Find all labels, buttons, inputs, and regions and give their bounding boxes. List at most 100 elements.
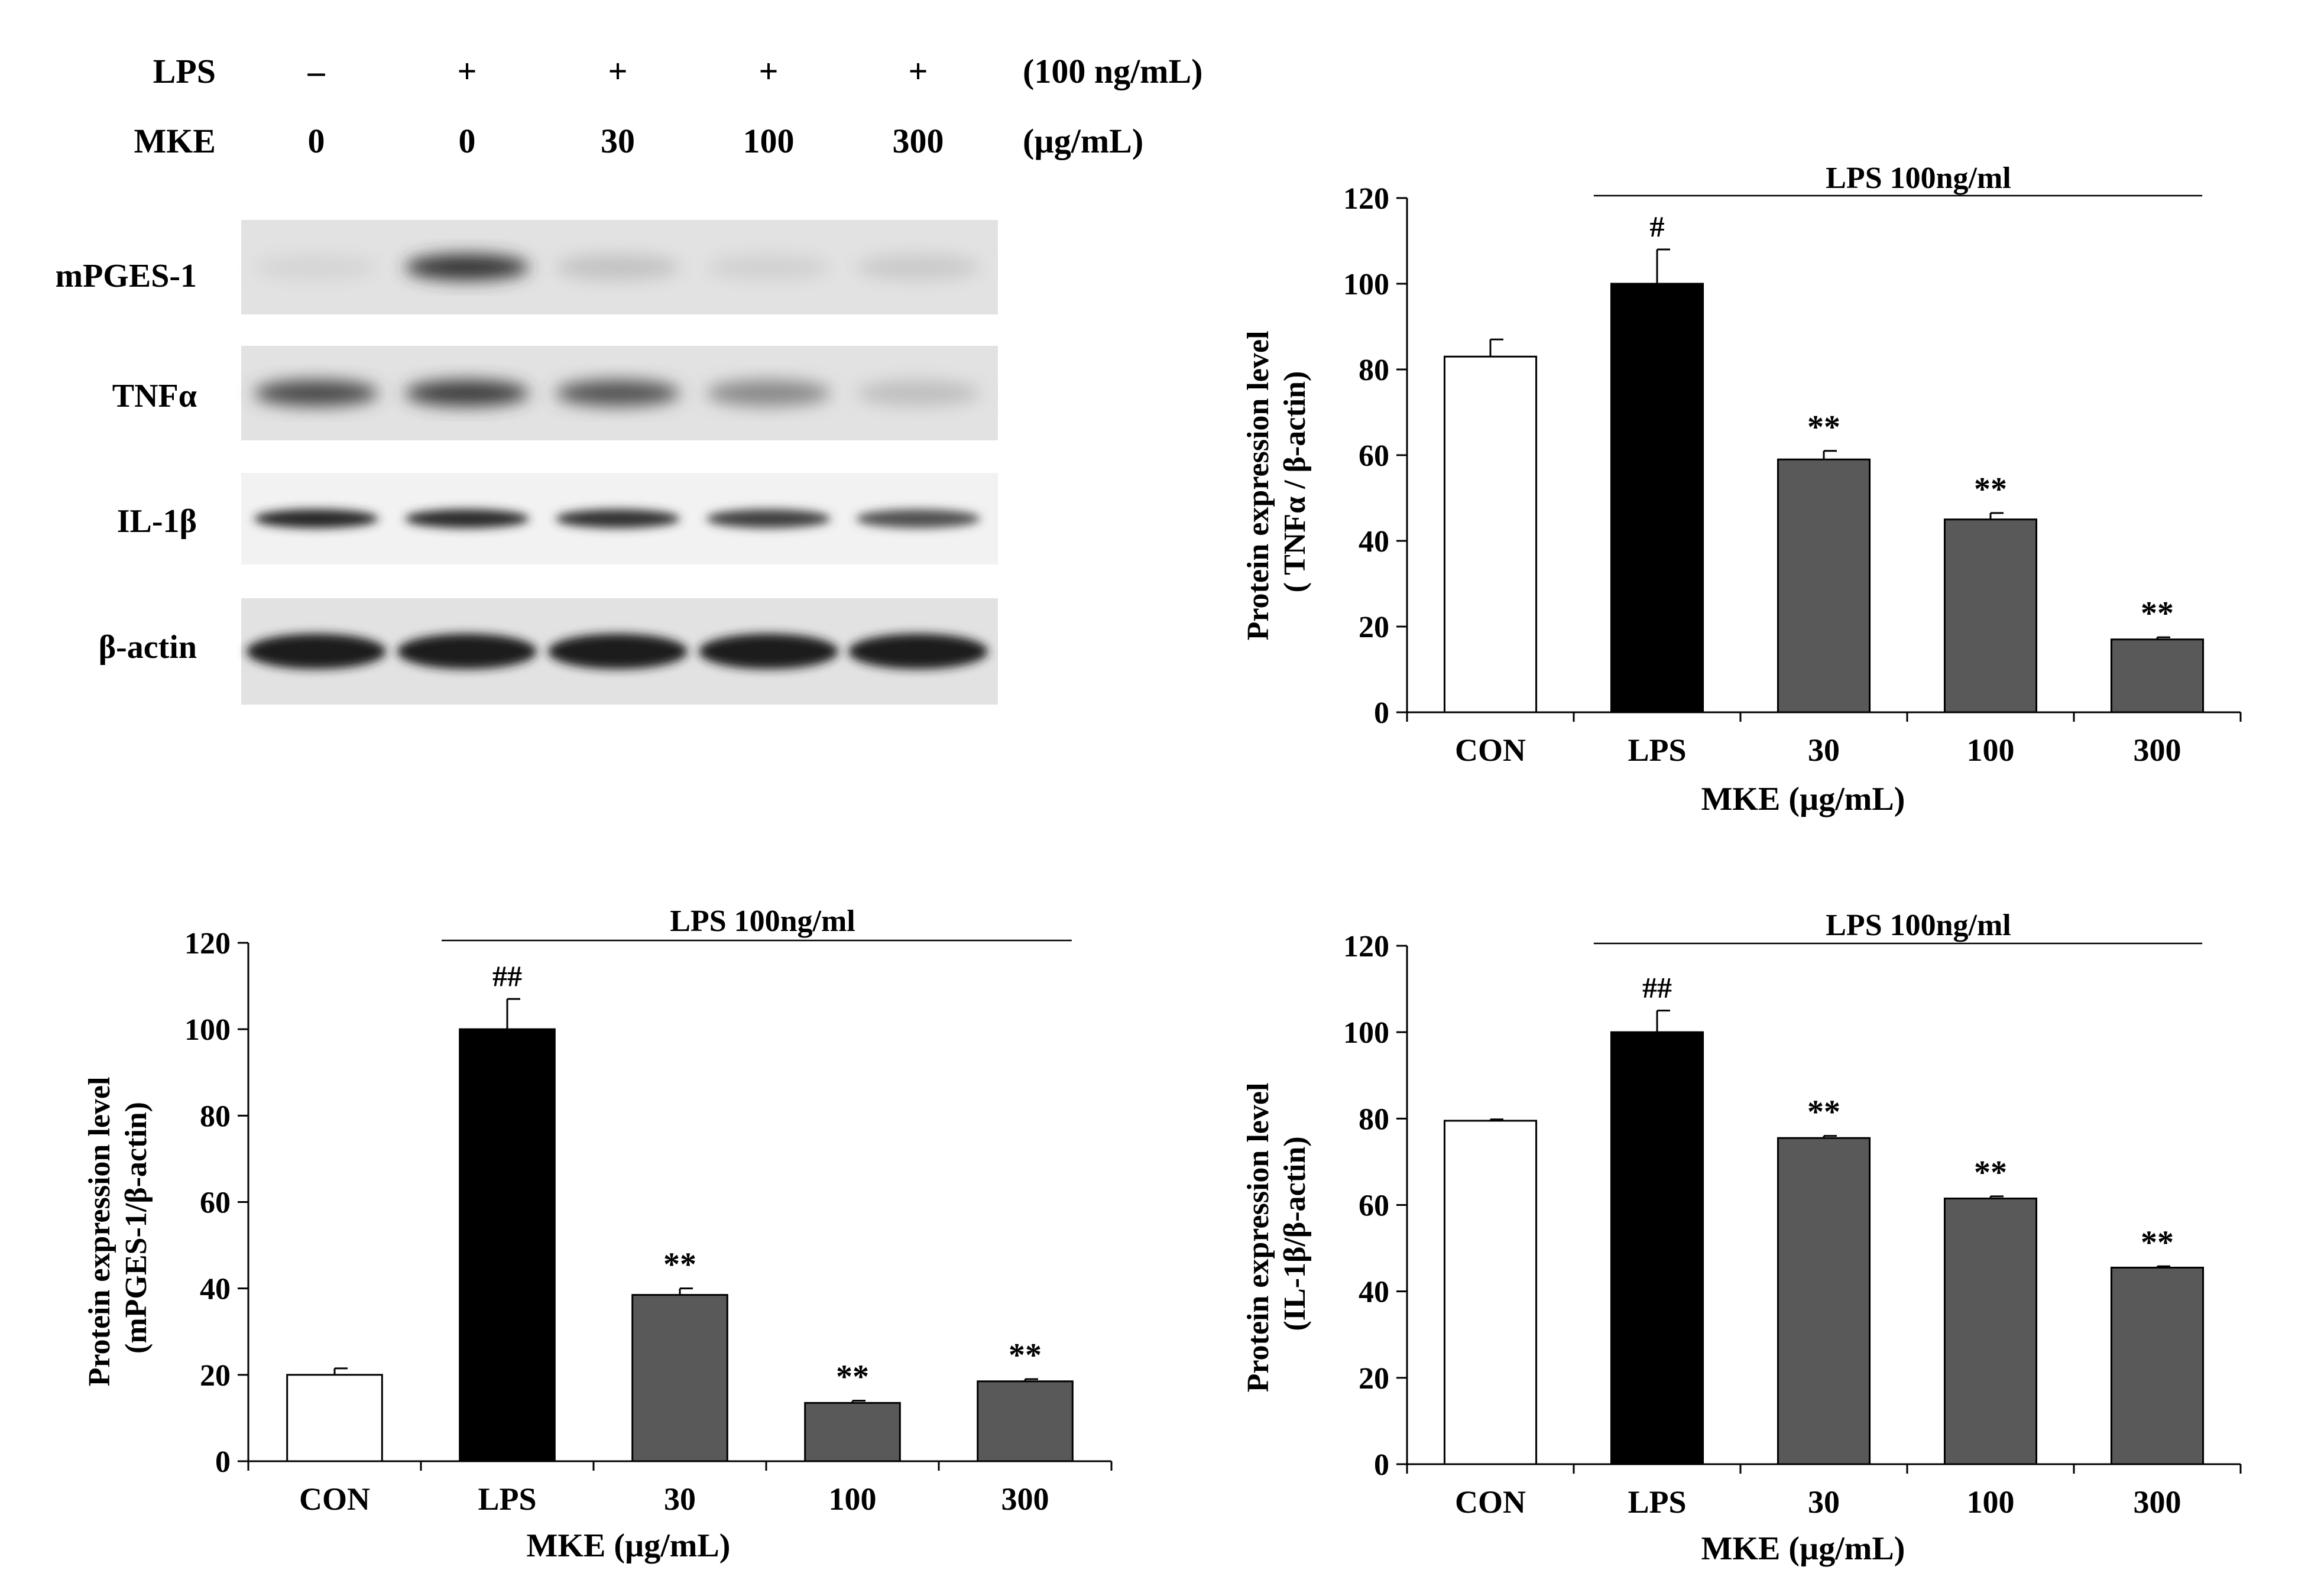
il1-significance-lps: ## — [1642, 971, 1672, 1004]
tnf-significance-lps: # — [1650, 210, 1665, 243]
mpges-y-axis-title-line1: Protein expression level — [83, 1077, 116, 1387]
mpges-x-tick-label-100: 100 — [829, 1481, 877, 1517]
lps-row-label: LPS — [153, 52, 216, 90]
blot-band-mpges1-lane-1 — [254, 254, 378, 280]
blot-band-beta-actin-lane-1 — [247, 634, 386, 669]
mpges-y-tick-label: 120 — [184, 927, 231, 961]
il1-y-tick-label: 80 — [1359, 1102, 1389, 1136]
blot-band-beta-actin-lane-3 — [548, 634, 688, 669]
mpges-y-axis-title: Protein expression level (mPGES-1/β-acti… — [83, 1069, 153, 1387]
tnf-y-tick-label: 120 — [1343, 182, 1389, 216]
il1-significance-300: ** — [2141, 1224, 2174, 1261]
mpges-bar-300 — [977, 1380, 1074, 1462]
mpges-x-axis-title: MKE (µg/mL) — [527, 1527, 731, 1564]
mpges-bar-100 — [804, 1402, 901, 1462]
il1-bar-con — [1443, 1120, 1538, 1465]
blot-band-il1b-lane-3 — [556, 509, 680, 528]
blot-band-il1b-lane-5 — [856, 509, 980, 528]
il1-y-axis-title-line1: Protein expression level — [1241, 1083, 1275, 1393]
il1-bar-30 — [1777, 1137, 1871, 1465]
il1-x-tick-label-300: 300 — [2134, 1484, 2181, 1520]
mpges-significance-100: ** — [836, 1359, 869, 1396]
mpges-bar-lps — [459, 1028, 556, 1462]
blot-band-beta-actin-lane-2 — [397, 634, 537, 669]
blot-band-beta-actin-lane-5 — [848, 634, 988, 669]
il1-x-tick-label-con: CON — [1455, 1484, 1526, 1520]
lps-row-value: + — [758, 52, 778, 90]
tnf-y-axis-title: Protein expression level ( TNFα / β-acti… — [1241, 323, 1312, 641]
tnf-bar-100 — [1943, 518, 2038, 713]
band-label-mpges1: mPGES-1 — [55, 258, 197, 294]
il1-y-tick-label: 120 — [1343, 930, 1389, 964]
mpges-x-tick-label-30: 30 — [664, 1481, 696, 1517]
tnf-y-tick-label: 40 — [1359, 525, 1389, 559]
il1-y-axis-title: Protein expression level (IL-1β/β-actin) — [1241, 1075, 1312, 1393]
mpges-bar-30 — [631, 1294, 728, 1462]
blot-band-mpges1-lane-3 — [556, 254, 680, 280]
il1-y-tick-label: 100 — [1343, 1016, 1389, 1050]
western-blot-panel: LPS – + + + + (100 ng/mL) MKE 0 0 30 100… — [55, 52, 1203, 705]
il1-x-tick-label-100: 100 — [1967, 1484, 2015, 1520]
tnf-bracket-label: LPS 100ng/ml — [1826, 161, 2011, 195]
mpges-y-axis-title-line2: (mPGES-1/β-actin) — [119, 1102, 153, 1354]
tnf-significance-100: ** — [1974, 471, 2007, 508]
mpges-bar-con — [286, 1374, 383, 1462]
il1-x-tick-label-30: 30 — [1808, 1484, 1840, 1520]
il1-x-axis-title: MKE (µg/mL) — [1701, 1530, 1905, 1567]
blot-band-il1b-lane-1 — [254, 509, 378, 528]
mke-row-label: MKE — [134, 122, 216, 160]
il1-bar-300 — [2110, 1266, 2205, 1465]
lps-row-value: – — [307, 52, 326, 90]
blot-band-tnfa-lane-2 — [405, 380, 529, 406]
il1-y-tick-label: 60 — [1359, 1189, 1389, 1223]
mke-row-value: 30 — [601, 122, 635, 160]
tnf-x-axis-title: MKE (µg/mL) — [1701, 781, 1905, 818]
blot-band-tnfa-lane-3 — [556, 380, 680, 406]
mpges-x-tick-label-con: CON — [299, 1481, 370, 1517]
blot-band-tnfa-lane-4 — [706, 380, 831, 406]
tnf-x-tick-label-lps: LPS — [1628, 732, 1686, 768]
tnf-y-axis-title-line1: Protein expression level — [1241, 331, 1275, 641]
mpges-y-tick-label: 100 — [184, 1013, 231, 1047]
il1-significance-30: ** — [1807, 1094, 1840, 1131]
il1-bar-100 — [1943, 1198, 2038, 1465]
tnf-y-axis-title-line2: ( TNFα / β-actin) — [1278, 371, 1312, 593]
il1-beta-chart: LPS 100ng/ml MKE (µg/mL) Protein express… — [1241, 909, 2242, 1567]
tnf-x-tick-label-30: 30 — [1808, 732, 1840, 768]
mpges-y-tick-label: 40 — [200, 1273, 231, 1306]
tnf-y-tick-label: 100 — [1343, 268, 1389, 301]
blot-band-tnfa-lane-5 — [856, 380, 980, 406]
lps-row-value: + — [608, 52, 627, 90]
mke-row-value: 300 — [893, 122, 944, 160]
tnf-y-tick-label: 80 — [1359, 353, 1389, 387]
tnf-significance-300: ** — [2141, 595, 2174, 632]
mpges-y-tick-label: 0 — [215, 1445, 231, 1479]
tnf-bar-lps — [1610, 283, 1704, 713]
lps-row-value: + — [908, 52, 928, 90]
blot-band-tnfa-lane-1 — [254, 380, 378, 406]
mpges-bracket-label: LPS 100ng/ml — [670, 904, 855, 938]
band-label-beta-actin: β-actin — [99, 629, 197, 666]
mpges-x-tick-label-300: 300 — [1001, 1481, 1049, 1517]
il1-x-tick-label-lps: LPS — [1628, 1484, 1686, 1520]
mpges-y-tick-label: 80 — [200, 1099, 231, 1133]
tnf-bar-30 — [1777, 458, 1871, 713]
band-label-tnfa: TNFα — [112, 378, 197, 414]
tnf-y-tick-label: 20 — [1359, 611, 1389, 644]
mpges-significance-300: ** — [1009, 1337, 1042, 1374]
il1-y-tick-label: 40 — [1359, 1276, 1389, 1309]
tnf-alpha-chart: LPS 100ng/ml MKE (µg/mL) Protein express… — [1241, 161, 2242, 818]
il1-y-tick-label: 0 — [1374, 1448, 1389, 1482]
tnf-significance-30: ** — [1807, 409, 1840, 446]
mpges-significance-lps: ## — [492, 959, 522, 992]
mpges-y-tick-label: 20 — [200, 1359, 231, 1393]
tnf-bar-con — [1443, 355, 1538, 713]
band-label-il1b: IL-1β — [117, 503, 197, 540]
il1-y-axis-title-line2: (IL-1β/β-actin) — [1278, 1136, 1312, 1331]
mpges-y-tick-label: 60 — [200, 1186, 231, 1220]
tnf-x-tick-label-con: CON — [1455, 732, 1526, 768]
mke-row-value: 0 — [308, 122, 325, 160]
blot-strips — [241, 220, 998, 705]
blot-band-mpges1-lane-5 — [856, 254, 980, 280]
